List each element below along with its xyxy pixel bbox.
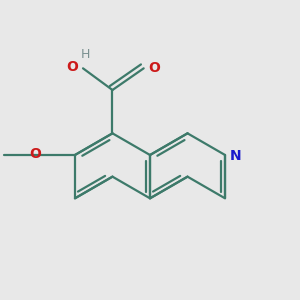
Text: H: H <box>81 48 90 61</box>
Text: O: O <box>148 61 160 75</box>
Text: O: O <box>66 60 78 74</box>
Text: N: N <box>230 149 241 163</box>
Text: O: O <box>29 147 41 161</box>
